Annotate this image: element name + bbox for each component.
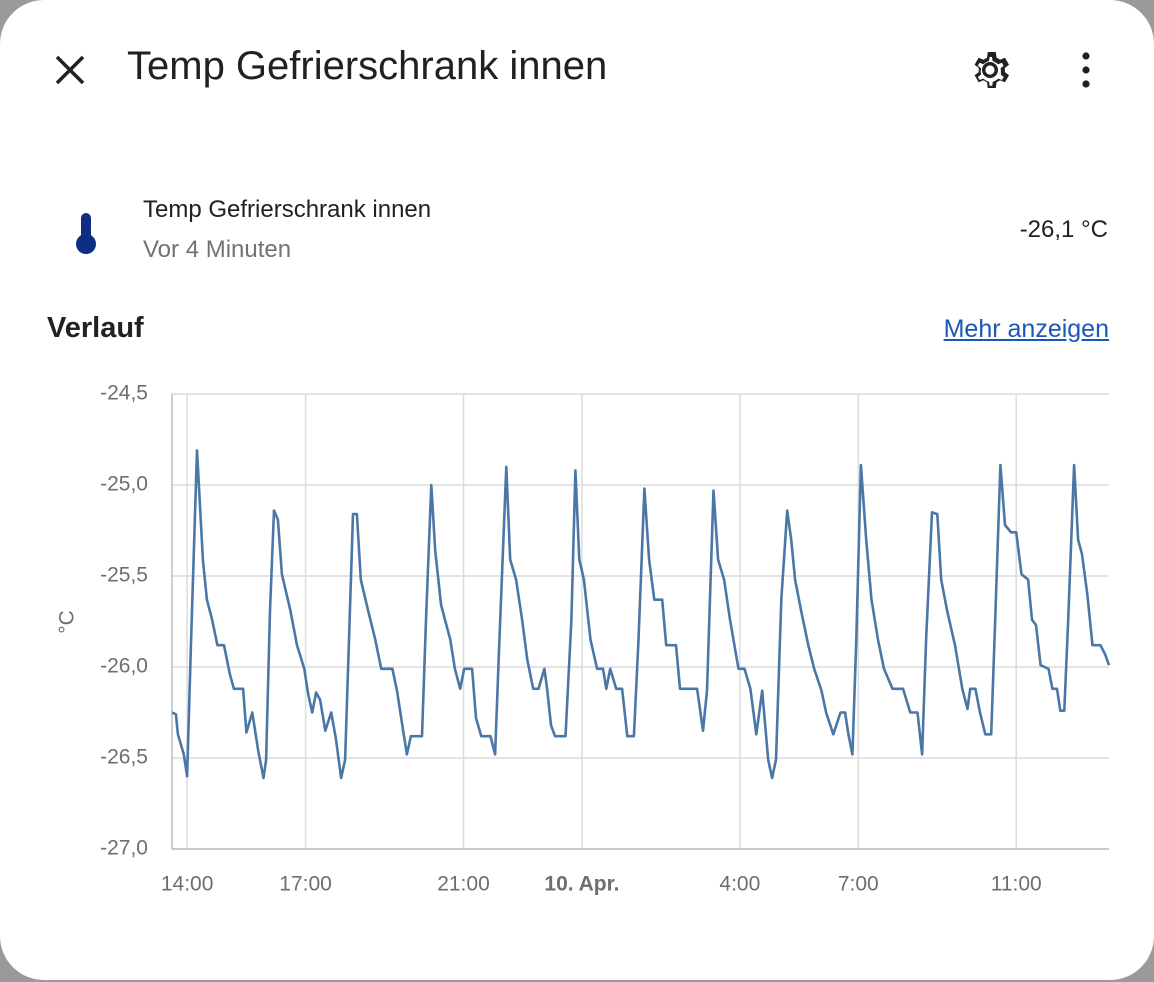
y-tick-label: -26,0: [100, 655, 148, 678]
x-tick-label: 7:00: [838, 873, 879, 896]
dialog-title: Temp Gefrierschrank innen: [127, 44, 608, 88]
chart: °C -27,0 -26,5 -26,0 -25,5 -25,0 -24,5 14:00 17…: [56, 382, 1111, 896]
close-button[interactable]: [50, 50, 90, 90]
y-tick-label: -25,5: [100, 564, 148, 587]
history-title: Verlauf: [47, 312, 144, 344]
more-link[interactable]: Mehr anzeigen: [943, 315, 1109, 343]
entity-state: -26,1 °C: [1019, 216, 1108, 243]
x-tick-label: 10. Apr.: [544, 873, 619, 896]
y-tick-label: -27,0: [100, 837, 148, 860]
y-tick-label: -24,5: [100, 382, 148, 405]
x-tick-label: 11:00: [991, 873, 1042, 896]
more-button[interactable]: [1074, 50, 1098, 90]
y-tick-label: -25,0: [100, 473, 148, 496]
x-tick-label: 17:00: [279, 873, 332, 896]
y-tick-label: -26,5: [100, 746, 148, 769]
thermometer-icon: [76, 213, 96, 254]
entity-name: Temp Gefrierschrank innen: [143, 196, 432, 223]
settings-button[interactable]: [966, 46, 1014, 94]
y-axis-label: °C: [56, 610, 79, 634]
x-tick-label: 21:00: [437, 873, 490, 896]
entity-last-changed: Vor 4 Minuten: [143, 236, 292, 263]
x-tick-label: 14:00: [161, 873, 214, 896]
x-tick-label: 4:00: [719, 873, 760, 896]
temperature-line: [171, 449, 1111, 780]
